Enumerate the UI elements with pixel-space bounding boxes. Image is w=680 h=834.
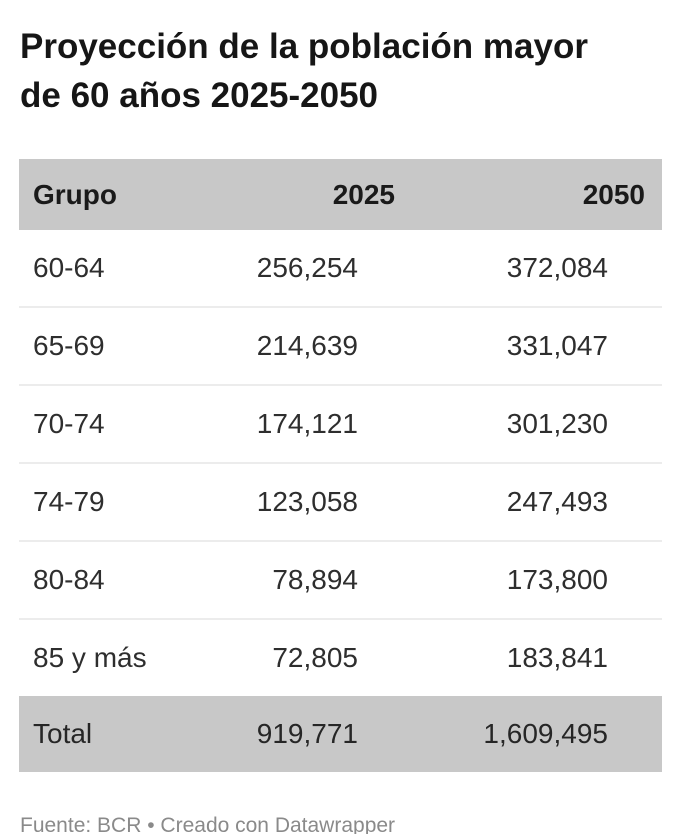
cell-2025: 78,894	[199, 540, 412, 619]
cell-2025: 72,805	[199, 618, 412, 696]
table-row: 85 y más 72,805 183,841	[19, 618, 662, 696]
header-row: Grupo 2025 2050	[19, 159, 662, 230]
datawrapper-table-card: Proyección de la población mayor de 60 a…	[0, 22, 680, 834]
cell-group: 70-74	[19, 384, 199, 463]
source-label: Fuente: BCR	[20, 814, 142, 834]
cell-group: 60-64	[33, 252, 105, 283]
population-projection-table: Grupo 2025 2050 60-64 256,254 372,084 65…	[19, 159, 662, 772]
cell-group: 74-79	[19, 462, 199, 541]
table-row: 80-84 78,894 173,800	[19, 540, 662, 619]
table-row: 60-64 256,254 372,084	[19, 230, 662, 307]
cell-2025: 256,254	[256, 252, 358, 283]
datawrapper-attribution-link[interactable]: Creado con Datawrapper	[160, 814, 396, 834]
cell-2050: 173,800	[412, 540, 662, 619]
table-row: 65-69 214,639 331,047	[19, 306, 662, 385]
cell-group: 65-69	[19, 306, 199, 385]
cell-2025: 123,058	[199, 462, 412, 541]
cell-2050: 247,493	[412, 462, 662, 541]
cell-group: 85 y más	[19, 618, 199, 696]
cell-total-2050: 1,609,495	[412, 696, 662, 772]
cell-2050: 183,841	[412, 618, 662, 696]
cell-group: 80-84	[19, 540, 199, 619]
table-header: Grupo 2025 2050	[19, 159, 662, 230]
column-header-2050: 2050	[412, 159, 662, 230]
source-line: Fuente: BCR • Creado con Datawrapper	[20, 813, 662, 834]
source-separator: •	[141, 814, 161, 834]
cell-total-2025: 919,771	[199, 696, 412, 772]
table-row: 74-79 123,058 247,493	[19, 462, 662, 541]
cell-total-label: Total	[19, 696, 199, 772]
table-total-row: Total 919,771 1,609,495	[19, 696, 662, 772]
table-row: 70-74 174,121 301,230	[19, 384, 662, 463]
cell-2050: 331,047	[412, 306, 662, 385]
cell-2025: 214,639	[199, 306, 412, 385]
table-body: 60-64 256,254 372,084 65-69 214,639 331,…	[19, 230, 662, 772]
cell-2050: 372,084	[506, 252, 608, 283]
chart-title: Proyección de la población mayor de 60 a…	[20, 27, 588, 115]
cell-2025: 174,121	[199, 384, 412, 463]
column-header-grupo: Grupo	[19, 159, 199, 230]
column-header-2025: 2025	[199, 159, 412, 230]
cell-2050: 301,230	[412, 384, 662, 463]
